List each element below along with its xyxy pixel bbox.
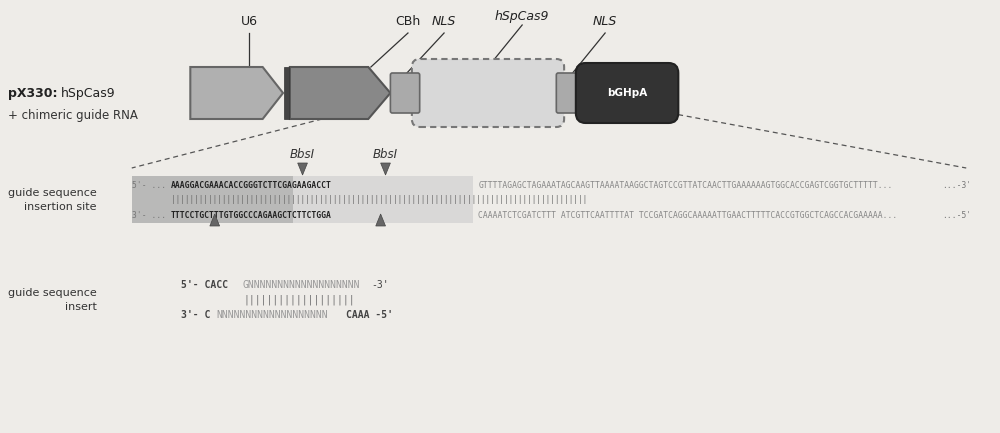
FancyBboxPatch shape bbox=[412, 59, 564, 127]
Text: 5'- CACC: 5'- CACC bbox=[181, 280, 228, 290]
Text: guide sequence
insert: guide sequence insert bbox=[8, 288, 97, 312]
Polygon shape bbox=[210, 214, 220, 226]
Text: NLS: NLS bbox=[593, 15, 617, 28]
Text: pX330:: pX330: bbox=[8, 87, 57, 100]
Text: 3'- C: 3'- C bbox=[181, 310, 210, 320]
Text: GTTTTAGAGCTAGAAATAGCAAGTTAAAATAAGGCTAGTCCGTTATCAACTTGAAAAAAGTGGCACCGAGTCGGTGCTTT: GTTTTAGAGCTAGAAATAGCAAGTTAAAATAAGGCTAGTC… bbox=[478, 181, 893, 190]
Text: 3'- ...: 3'- ... bbox=[132, 210, 166, 220]
Text: bGHpA: bGHpA bbox=[607, 88, 648, 98]
Text: ...-5': ...-5' bbox=[942, 210, 971, 220]
FancyBboxPatch shape bbox=[576, 63, 678, 123]
Bar bbox=[293, 176, 473, 223]
Text: GNNNNNNNNNNNNNNNNNNN: GNNNNNNNNNNNNNNNNNNN bbox=[242, 280, 360, 290]
Text: NLS: NLS bbox=[432, 15, 456, 28]
FancyBboxPatch shape bbox=[556, 73, 586, 113]
Text: 5'- ...: 5'- ... bbox=[132, 181, 166, 190]
Text: ||||||||||||||||||||||||||||||||||||||||||||||||||||||||||||||||||||||||||||||||: ||||||||||||||||||||||||||||||||||||||||… bbox=[171, 196, 587, 204]
Text: CBh: CBh bbox=[395, 15, 421, 28]
Text: hSpCas9: hSpCas9 bbox=[61, 87, 115, 100]
Text: NNNNNNNNNNNNNNNNNNN: NNNNNNNNNNNNNNNNNNN bbox=[217, 310, 328, 320]
Bar bbox=[132, 176, 293, 223]
Text: BbsI: BbsI bbox=[373, 148, 398, 161]
Text: AAAGGACGAAACACCGGGTCTTCGAGAAGACCT: AAAGGACGAAACACCGGGTCTTCGAGAAGACCT bbox=[171, 181, 332, 190]
FancyBboxPatch shape bbox=[390, 73, 420, 113]
Polygon shape bbox=[290, 67, 390, 119]
Polygon shape bbox=[190, 67, 283, 119]
Text: CAAA -5': CAAA -5' bbox=[346, 310, 393, 320]
Text: CAAAATCTCGATCTTT ATCGTTCAATTTTAT TCCGATCAGGCAAAAATTGAACTTTTTCACCGTGGCTCAGCCACGAA: CAAAATCTCGATCTTT ATCGTTCAATTTTAT TCCGATC… bbox=[478, 210, 897, 220]
Bar bbox=[284, 67, 289, 119]
Polygon shape bbox=[381, 163, 390, 175]
Text: + chimeric guide RNA: + chimeric guide RNA bbox=[8, 109, 138, 122]
Text: -3': -3' bbox=[371, 280, 389, 290]
Text: TTTCCTGCTTTGTGGCCCAGAAGCTCTTCTGGA: TTTCCTGCTTTGTGGCCCAGAAGCTCTTCTGGA bbox=[171, 210, 332, 220]
Polygon shape bbox=[298, 163, 307, 175]
Text: |||||||||||||||||||: ||||||||||||||||||| bbox=[244, 295, 356, 305]
Text: BbsI: BbsI bbox=[290, 148, 315, 161]
Polygon shape bbox=[376, 214, 386, 226]
Text: hSpCas9: hSpCas9 bbox=[495, 10, 549, 23]
Text: guide sequence
insertion site: guide sequence insertion site bbox=[8, 188, 97, 212]
Text: U6: U6 bbox=[240, 15, 257, 28]
Text: ...-3': ...-3' bbox=[942, 181, 971, 190]
